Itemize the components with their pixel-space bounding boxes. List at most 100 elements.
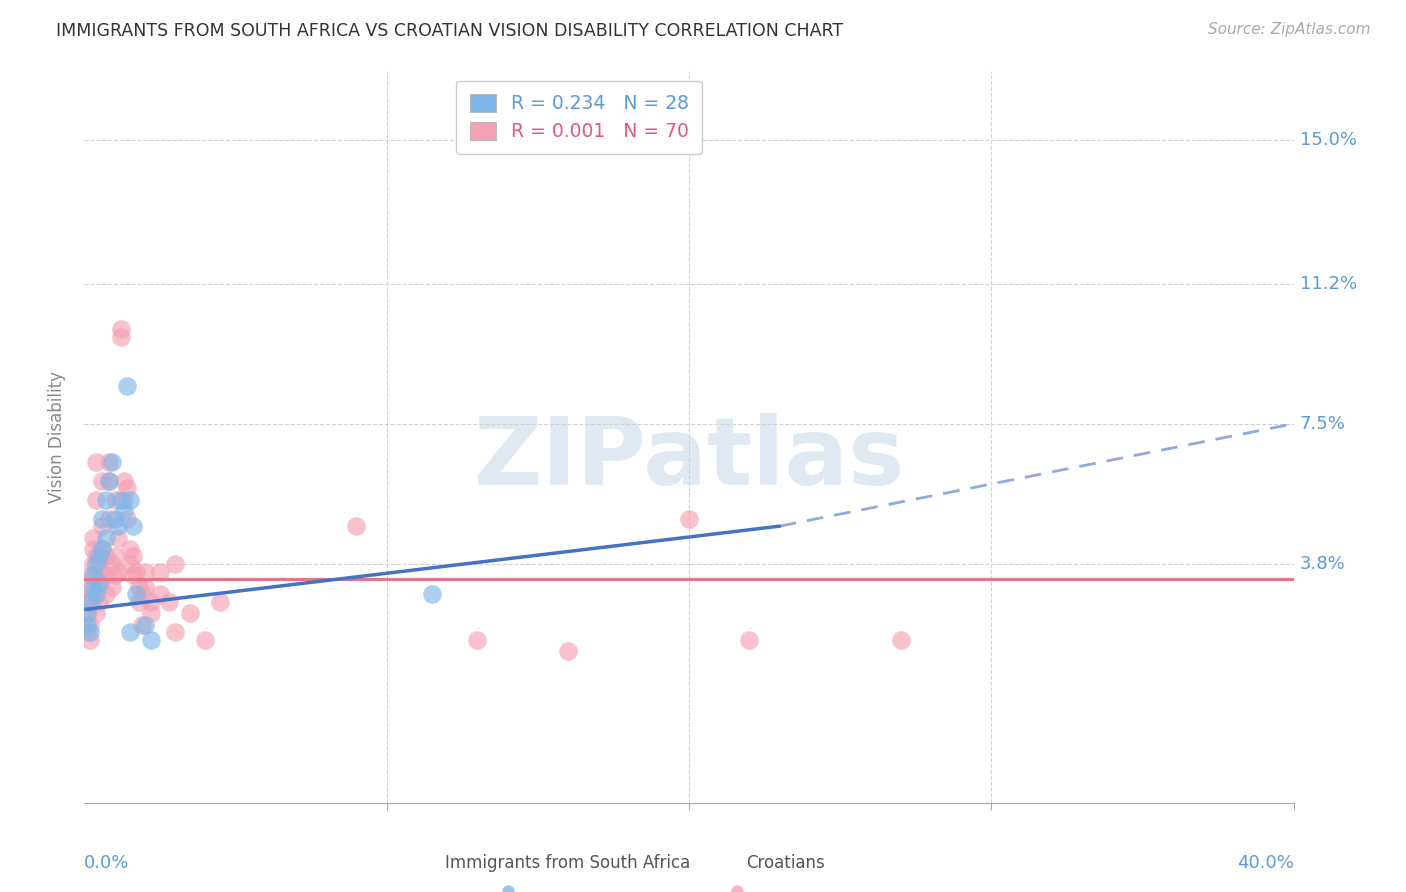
Point <box>86 455 108 469</box>
Point <box>112 492 135 507</box>
Point <box>86 549 108 564</box>
Point <box>110 492 132 507</box>
Text: Croatians: Croatians <box>747 854 825 872</box>
Point <box>115 511 138 525</box>
Legend: R = 0.234   N = 28, R = 0.001   N = 70: R = 0.234 N = 28, R = 0.001 N = 70 <box>457 81 702 154</box>
Point <box>94 492 117 507</box>
Point <box>738 632 761 647</box>
Point <box>194 632 217 647</box>
Point <box>107 519 129 533</box>
Point <box>89 549 111 564</box>
Point <box>91 474 114 488</box>
Point <box>115 379 138 393</box>
Text: ZIPatlas: ZIPatlas <box>474 413 904 505</box>
Point <box>94 531 117 545</box>
Point <box>104 511 127 525</box>
Point <box>420 587 443 601</box>
Point <box>91 565 114 579</box>
Point <box>91 519 114 533</box>
Text: 15.0%: 15.0% <box>1299 130 1357 149</box>
Point <box>100 557 122 571</box>
Point <box>82 580 104 594</box>
Point <box>139 595 162 609</box>
Point <box>209 595 232 609</box>
Point <box>149 565 172 579</box>
Point <box>86 568 108 582</box>
Text: 0.0%: 0.0% <box>84 854 129 872</box>
Point <box>89 580 111 594</box>
Point <box>115 481 138 495</box>
Point <box>86 587 108 601</box>
Text: Source: ZipAtlas.com: Source: ZipAtlas.com <box>1208 22 1371 37</box>
Point <box>79 617 101 632</box>
Point <box>118 557 141 571</box>
Point <box>346 519 368 533</box>
Point <box>104 492 127 507</box>
Point <box>118 625 141 640</box>
Point <box>112 504 135 518</box>
Point <box>134 617 156 632</box>
Point <box>82 541 104 556</box>
Point <box>118 541 141 556</box>
Point <box>104 549 127 564</box>
Point <box>76 580 98 594</box>
Point <box>82 557 104 571</box>
Point <box>79 568 101 582</box>
Text: Immigrants from South Africa: Immigrants from South Africa <box>446 854 690 872</box>
Point <box>76 607 98 621</box>
Point <box>179 607 201 621</box>
Text: 40.0%: 40.0% <box>1237 854 1294 872</box>
Point <box>165 557 187 571</box>
Point <box>725 883 748 892</box>
Point <box>134 580 156 594</box>
Point <box>94 587 117 601</box>
Point <box>139 607 162 621</box>
Point <box>94 568 117 582</box>
Point <box>121 549 143 564</box>
Point <box>157 595 180 609</box>
Point <box>125 565 148 579</box>
Point <box>104 568 127 582</box>
Point <box>128 580 150 594</box>
Text: IMMIGRANTS FROM SOUTH AFRICA VS CROATIAN VISION DISABILITY CORRELATION CHART: IMMIGRANTS FROM SOUTH AFRICA VS CROATIAN… <box>56 22 844 40</box>
Point <box>112 474 135 488</box>
Point <box>100 580 122 594</box>
Point <box>82 595 104 609</box>
Point <box>76 617 98 632</box>
Point <box>121 519 143 533</box>
Point <box>107 565 129 579</box>
Point <box>89 595 111 609</box>
Y-axis label: Vision Disability: Vision Disability <box>48 371 66 503</box>
Point <box>100 455 122 469</box>
Point <box>79 595 101 609</box>
Point <box>91 541 114 556</box>
Point <box>678 511 700 525</box>
Point <box>134 565 156 579</box>
Point <box>86 492 108 507</box>
Point <box>79 632 101 647</box>
Point <box>107 531 129 545</box>
Point <box>149 587 172 601</box>
Point <box>91 541 114 556</box>
Point <box>557 644 579 658</box>
Point <box>131 587 153 601</box>
Point <box>76 607 98 621</box>
Point <box>110 322 132 336</box>
Point <box>890 632 912 647</box>
Text: 7.5%: 7.5% <box>1299 415 1346 433</box>
Point <box>118 492 141 507</box>
Point <box>131 617 153 632</box>
Point <box>86 557 108 571</box>
Point <box>97 511 120 525</box>
Point <box>91 511 114 525</box>
Point <box>128 595 150 609</box>
Point <box>76 595 98 609</box>
Point <box>79 625 101 640</box>
Point <box>110 329 132 343</box>
Point <box>97 474 120 488</box>
Point <box>467 632 489 647</box>
Point <box>89 576 111 591</box>
Point <box>86 607 108 621</box>
Point <box>82 568 104 582</box>
Point <box>82 531 104 545</box>
